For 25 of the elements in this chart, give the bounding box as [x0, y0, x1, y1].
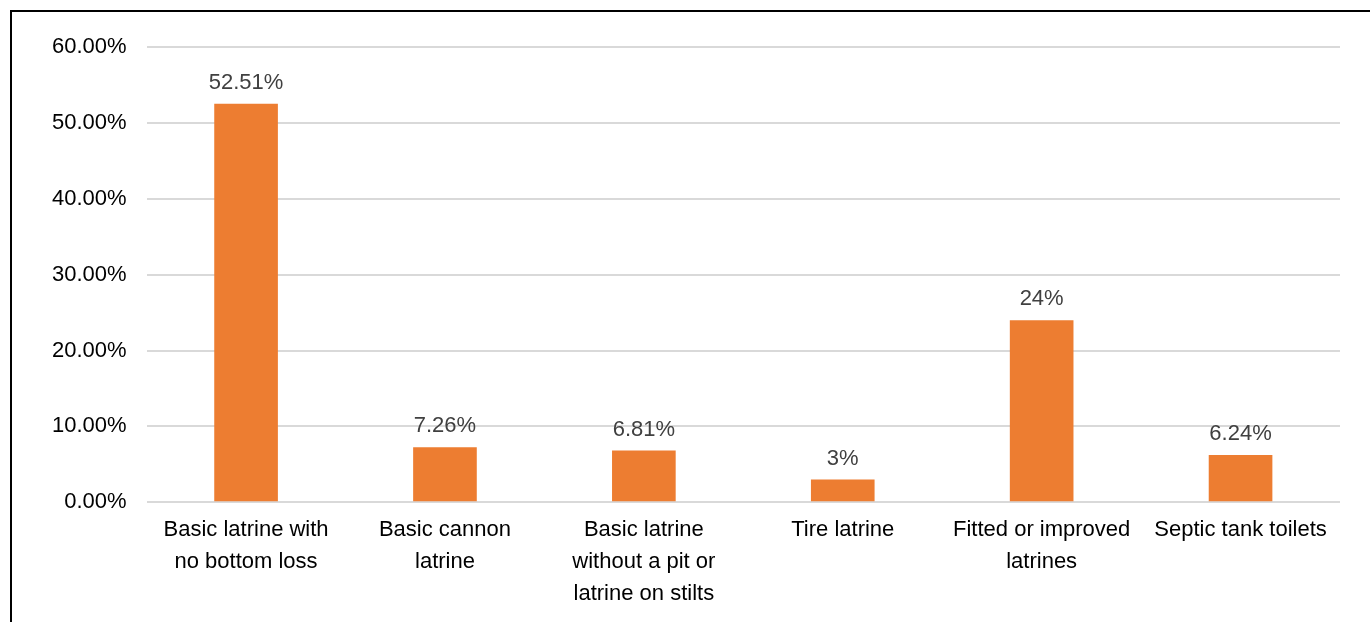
y-tick-label: 50.00% [51, 108, 127, 134]
y-tick-label: 0.00% [64, 488, 127, 514]
y-tick-label: 30.00% [51, 260, 127, 286]
y-tick-label: 10.00% [51, 412, 127, 438]
bar [1009, 320, 1074, 502]
y-tick-label: 40.00% [51, 184, 127, 210]
data-label: 6.24% [1209, 420, 1272, 446]
x-tick-label: Basic cannon latrine [378, 516, 512, 574]
data-label: 6.81% [612, 415, 676, 441]
bar [413, 447, 477, 502]
x-tick-label: Basic latrine without a pit or latrine on stilts [571, 516, 716, 606]
data-label: 3% [826, 444, 859, 470]
bar [1208, 454, 1273, 502]
bar [612, 450, 676, 502]
data-label: 7.26% [413, 412, 477, 438]
x-tick-label: Tire latrine [791, 516, 895, 542]
x-tick-label: Fitted or improved latrines [953, 516, 1131, 574]
bar [810, 479, 875, 502]
bar [214, 103, 278, 502]
y-tick-label: 60.00% [51, 33, 127, 59]
data-label: 24% [1019, 285, 1064, 311]
x-tick-label: Septic tank toilets [1154, 516, 1327, 542]
y-tick-label: 20.00% [51, 336, 127, 362]
x-tick-label: Basic latrine with no bottom loss [163, 516, 329, 574]
data-label: 52.51% [208, 68, 284, 94]
